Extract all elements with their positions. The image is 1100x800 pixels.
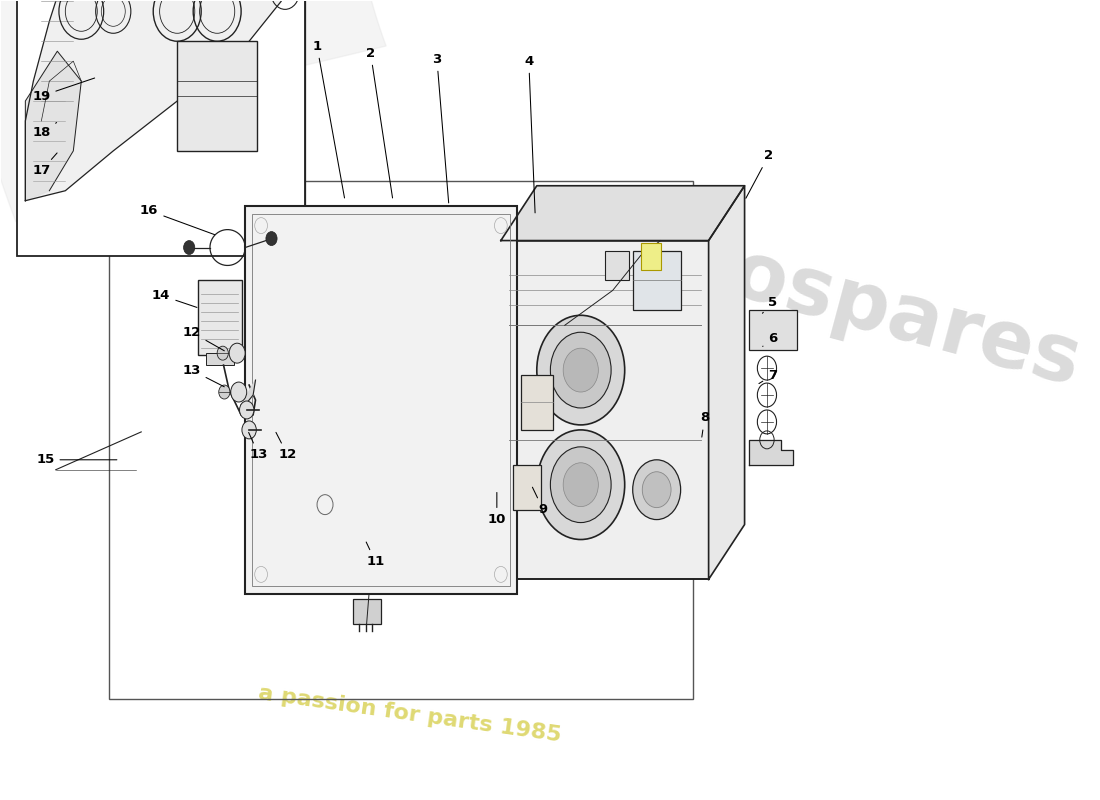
Text: 8: 8 — [700, 411, 710, 437]
Polygon shape — [241, 380, 255, 405]
Bar — [632, 250, 681, 310]
Circle shape — [229, 343, 245, 363]
Circle shape — [563, 462, 598, 506]
Bar — [206, 353, 234, 365]
Text: 13: 13 — [183, 364, 224, 386]
Circle shape — [217, 346, 229, 360]
Circle shape — [537, 315, 625, 425]
Text: 10: 10 — [487, 493, 506, 526]
Circle shape — [550, 332, 612, 408]
Bar — [252, 214, 510, 586]
Text: 14: 14 — [152, 289, 197, 307]
Text: 16: 16 — [140, 204, 214, 234]
Circle shape — [240, 401, 254, 419]
Text: 2: 2 — [366, 46, 393, 198]
Bar — [605, 250, 629, 281]
Circle shape — [550, 447, 612, 522]
Bar — [177, 42, 257, 151]
Bar — [109, 181, 693, 699]
Polygon shape — [500, 186, 745, 241]
Polygon shape — [113, 0, 1100, 97]
Bar — [245, 206, 517, 594]
Text: a passion for parts 1985: a passion for parts 1985 — [257, 682, 563, 745]
Circle shape — [642, 472, 671, 508]
Text: 3: 3 — [432, 53, 449, 203]
Circle shape — [632, 460, 681, 519]
Text: 15: 15 — [36, 454, 117, 466]
Circle shape — [537, 430, 625, 539]
Text: 9: 9 — [532, 487, 548, 516]
Text: 13: 13 — [249, 433, 268, 462]
Text: 6: 6 — [762, 332, 778, 346]
Polygon shape — [25, 0, 297, 201]
Bar — [18, 0, 305, 255]
Bar — [749, 310, 796, 350]
Bar — [640, 242, 661, 270]
Bar — [500, 241, 708, 579]
Text: 18: 18 — [32, 122, 56, 139]
Circle shape — [563, 348, 598, 392]
Text: 5: 5 — [762, 296, 777, 314]
Text: 12: 12 — [183, 326, 224, 350]
Text: 1: 1 — [312, 40, 344, 198]
Circle shape — [231, 382, 246, 402]
Circle shape — [184, 241, 195, 254]
Bar — [353, 599, 381, 624]
Bar — [520, 375, 553, 430]
Polygon shape — [0, 0, 1100, 222]
Polygon shape — [708, 186, 745, 579]
Text: Eurospares: Eurospares — [576, 197, 1089, 404]
Text: 12: 12 — [276, 432, 297, 462]
Bar — [198, 281, 242, 355]
Polygon shape — [25, 51, 81, 201]
Bar — [513, 465, 541, 510]
Text: 19: 19 — [32, 78, 95, 102]
Circle shape — [242, 421, 256, 439]
Circle shape — [266, 231, 277, 246]
Text: 2: 2 — [746, 150, 773, 198]
Text: 4: 4 — [525, 54, 535, 213]
Polygon shape — [749, 440, 792, 465]
Text: 11: 11 — [366, 542, 385, 568]
Circle shape — [219, 385, 230, 399]
Text: 17: 17 — [32, 153, 57, 178]
Text: 7: 7 — [759, 369, 777, 383]
